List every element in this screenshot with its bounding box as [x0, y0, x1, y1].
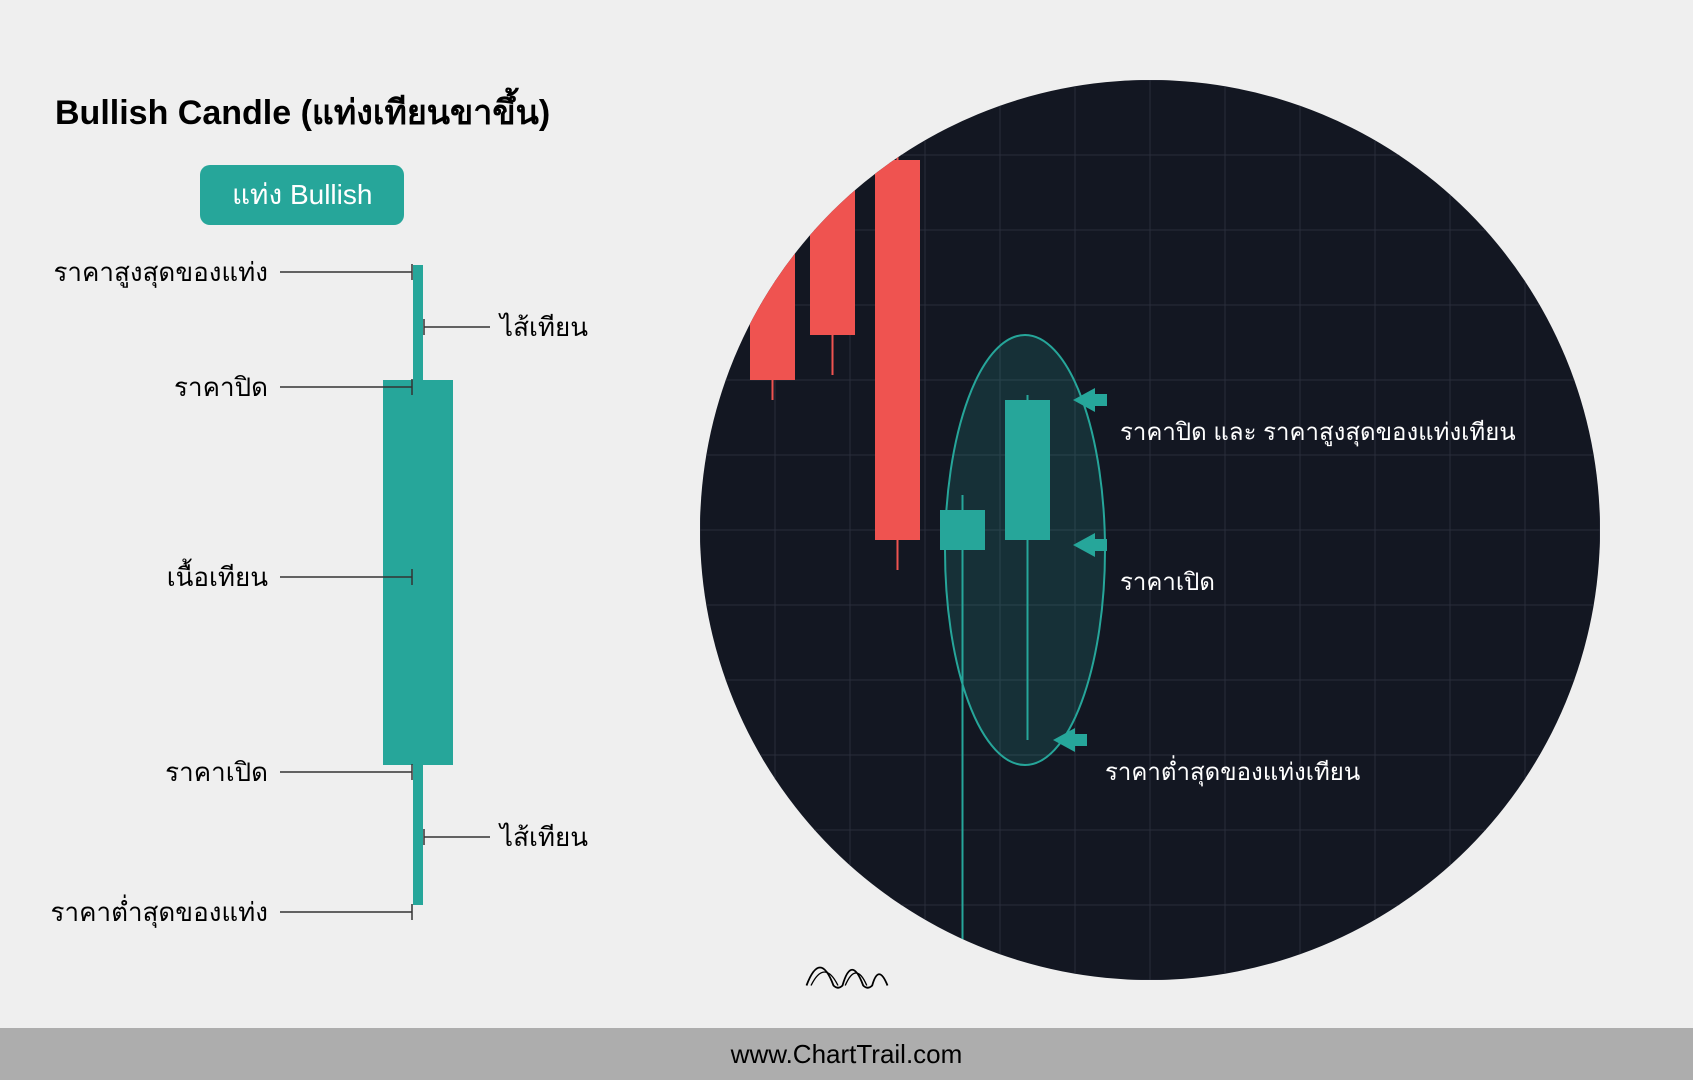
mini-candle-body [875, 160, 920, 540]
label-low: ราคาต่ำสุดของแท่ง [51, 894, 268, 928]
label-body: เนื้อเทียน [167, 558, 269, 592]
arrow-tail [1075, 734, 1087, 746]
candle-body [383, 380, 453, 765]
label-high: ราคาสูงสุดของแท่ง [53, 257, 268, 288]
candle-anatomy-diagram: ราคาสูงสุดของแท่งราคาปิดเนื้อเทียนราคาเป… [40, 235, 680, 955]
wave-logo-icon [802, 940, 892, 995]
footer-bar: www.ChartTrail.com [0, 1028, 1693, 1080]
label-wick_bottom: ไส้เทียน [498, 822, 588, 852]
mini-candle-body [1005, 400, 1050, 540]
chart-circle: ราคาปิด และ ราคาสูงสุดของแท่งเทียนราคาเป… [700, 80, 1600, 980]
chart-label: ราคาเปิด [1120, 569, 1215, 596]
arrow-tail [1095, 394, 1107, 406]
arrow-tail [1095, 539, 1107, 551]
bullish-badge: แท่ง Bullish [200, 165, 404, 225]
chart-label: ราคาปิด และ ราคาสูงสุดของแท่งเทียน [1120, 419, 1516, 447]
footer-url: www.ChartTrail.com [731, 1039, 963, 1070]
page-title: Bullish Candle (แท่งเทียนขาขึ้น) [55, 85, 550, 139]
mini-candle-body [810, 150, 855, 335]
mini-candle-body [750, 230, 795, 380]
chart-label: ราคาต่ำสุดของแท่งเทียน [1105, 755, 1360, 787]
label-wick_top: ไส้เทียน [498, 312, 588, 342]
label-close: ราคาปิด [174, 372, 268, 402]
label-open: ราคาเปิด [165, 757, 268, 787]
mini-candle-body [940, 510, 985, 550]
